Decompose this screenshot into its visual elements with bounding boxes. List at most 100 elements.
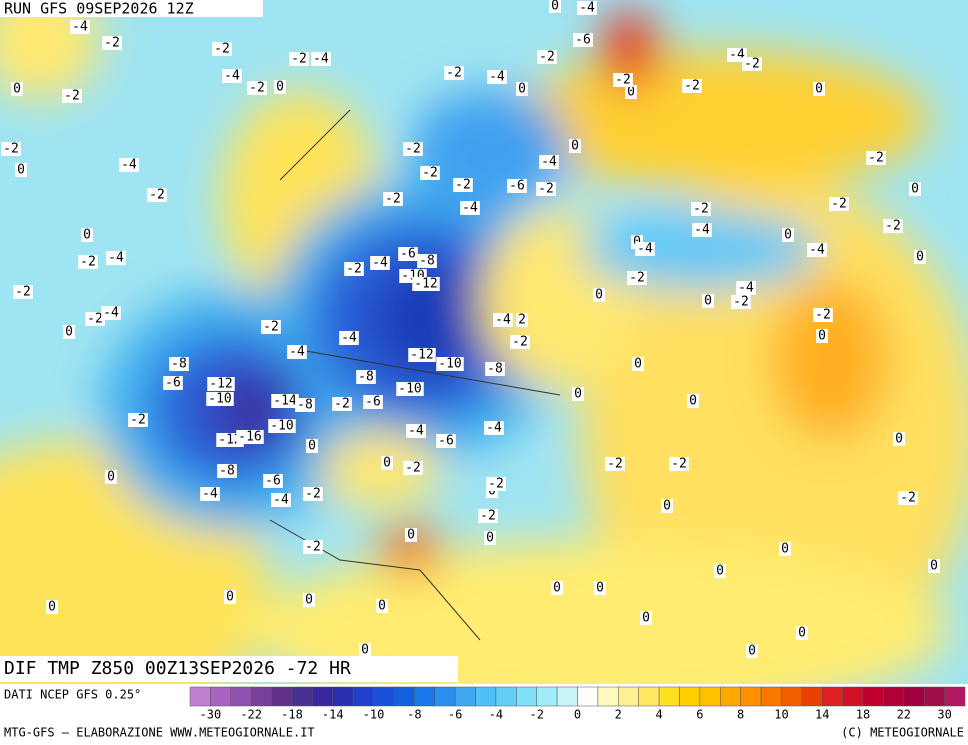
contour-label: 0 — [308, 439, 316, 454]
contour-label: -2 — [512, 335, 528, 350]
copyright: (C) METEOGIORNALE — [841, 726, 964, 740]
label-bg — [807, 243, 827, 257]
contour-label: 0 — [383, 456, 391, 471]
colorbar-tick-label: -30 — [200, 708, 222, 722]
contour-label: 0 — [784, 228, 792, 243]
map-title: DIF TMP Z850 00Z13SEP2026 -72 HR — [4, 658, 351, 679]
label-bg — [714, 564, 726, 578]
label-bg — [303, 487, 323, 501]
contour-label: -4 — [738, 281, 754, 296]
contour-label: -10 — [398, 382, 421, 397]
contour-label: 0 — [815, 82, 823, 97]
label-bg — [632, 357, 644, 371]
label-bg — [572, 387, 584, 401]
contour-label: -2 — [104, 36, 120, 51]
label-bg — [536, 182, 556, 196]
label-bg — [381, 456, 393, 470]
colorbar-swatch — [210, 686, 232, 707]
colorbar-tick-label: -4 — [489, 708, 503, 722]
contour-label: -6 — [165, 376, 181, 391]
label-bg — [247, 81, 267, 95]
contour-label: 0 — [107, 470, 115, 485]
label-bg — [405, 528, 417, 542]
label-bg — [813, 308, 833, 322]
label-bg — [736, 281, 756, 295]
contour-label: -14 — [273, 394, 297, 409]
contour-label: -2 — [607, 457, 623, 472]
contour-label: -4 — [495, 313, 511, 328]
credit: MTG-GFS — ELABORAZIONE WWW.METEOGIORNALE… — [4, 726, 315, 740]
colorbar-swatch — [720, 686, 741, 707]
label-bg — [742, 57, 762, 71]
contour-label: -4 — [541, 155, 557, 170]
colorbar-swatch — [577, 686, 599, 707]
contour-label: -2 — [671, 457, 687, 472]
label-bg — [436, 357, 464, 371]
contour-label: -2 — [334, 397, 350, 412]
label-bg — [573, 33, 593, 47]
contour-label: 0 — [818, 329, 826, 344]
label-bg — [207, 377, 235, 391]
label-bg — [692, 223, 712, 237]
label-bg — [287, 345, 307, 359]
contour-label: 0 — [930, 559, 938, 574]
colorbar-swatch — [352, 686, 374, 707]
label-bg — [212, 42, 232, 56]
contour-label: 0 — [407, 528, 415, 543]
label-bg — [731, 295, 751, 309]
contour-label: 0 — [518, 82, 526, 97]
label-bg — [1, 142, 21, 156]
colorbar-swatch — [760, 686, 782, 707]
colorbar-swatch — [679, 686, 701, 707]
label-bg — [119, 158, 139, 172]
colorbar-tick-label: 18 — [856, 708, 870, 722]
contour-label: -2 — [15, 285, 31, 300]
contour-label: -10 — [208, 392, 231, 407]
contour-label: -2 — [488, 477, 504, 492]
label-bg — [813, 82, 825, 96]
label-bg — [493, 313, 513, 327]
label-bg — [928, 559, 940, 573]
contour-label: -2 — [538, 182, 554, 197]
contour-label: 0 — [798, 626, 806, 641]
label-bg — [594, 581, 606, 595]
label-bg — [303, 540, 323, 554]
contour-label: -2 — [64, 89, 80, 104]
contour-label: -4 — [273, 493, 289, 508]
label-bg — [687, 394, 699, 408]
colorbar-swatch — [475, 686, 497, 707]
contour-label: 0 — [276, 80, 284, 95]
colorbar-tick-label: 2 — [615, 708, 622, 722]
contour-label: -2 — [480, 509, 496, 524]
colorbar-swatch — [536, 686, 558, 707]
label-bg — [306, 439, 318, 453]
contour-label: -2 — [80, 255, 96, 270]
colorbar-swatch — [618, 686, 639, 707]
colorbar-tick-label: 22 — [897, 708, 911, 722]
label-bg — [782, 228, 794, 242]
label-bg — [702, 294, 714, 308]
contour-label: -2 — [885, 219, 901, 234]
label-bg — [569, 139, 581, 153]
label-bg — [295, 398, 315, 412]
contour-label: -2 — [249, 81, 265, 96]
label-bg — [453, 178, 473, 192]
label-bg — [605, 457, 625, 471]
contour-label: -4 — [313, 52, 329, 67]
label-bg — [344, 262, 364, 276]
label-bg — [816, 329, 828, 343]
label-bg — [577, 1, 597, 15]
label-bg — [484, 421, 504, 435]
label-bg — [444, 66, 464, 80]
colorbar-swatch — [638, 686, 660, 707]
colorbar-swatch — [454, 686, 476, 707]
label-bg — [909, 182, 921, 196]
contour-label: -6 — [365, 395, 381, 410]
contour-label: -4 — [103, 306, 119, 321]
label-bg — [398, 247, 418, 261]
colorbar-tick-label: -10 — [363, 708, 385, 722]
colorbar-swatch — [781, 686, 803, 707]
contour-label: 0 — [916, 250, 924, 265]
label-bg — [516, 82, 528, 96]
